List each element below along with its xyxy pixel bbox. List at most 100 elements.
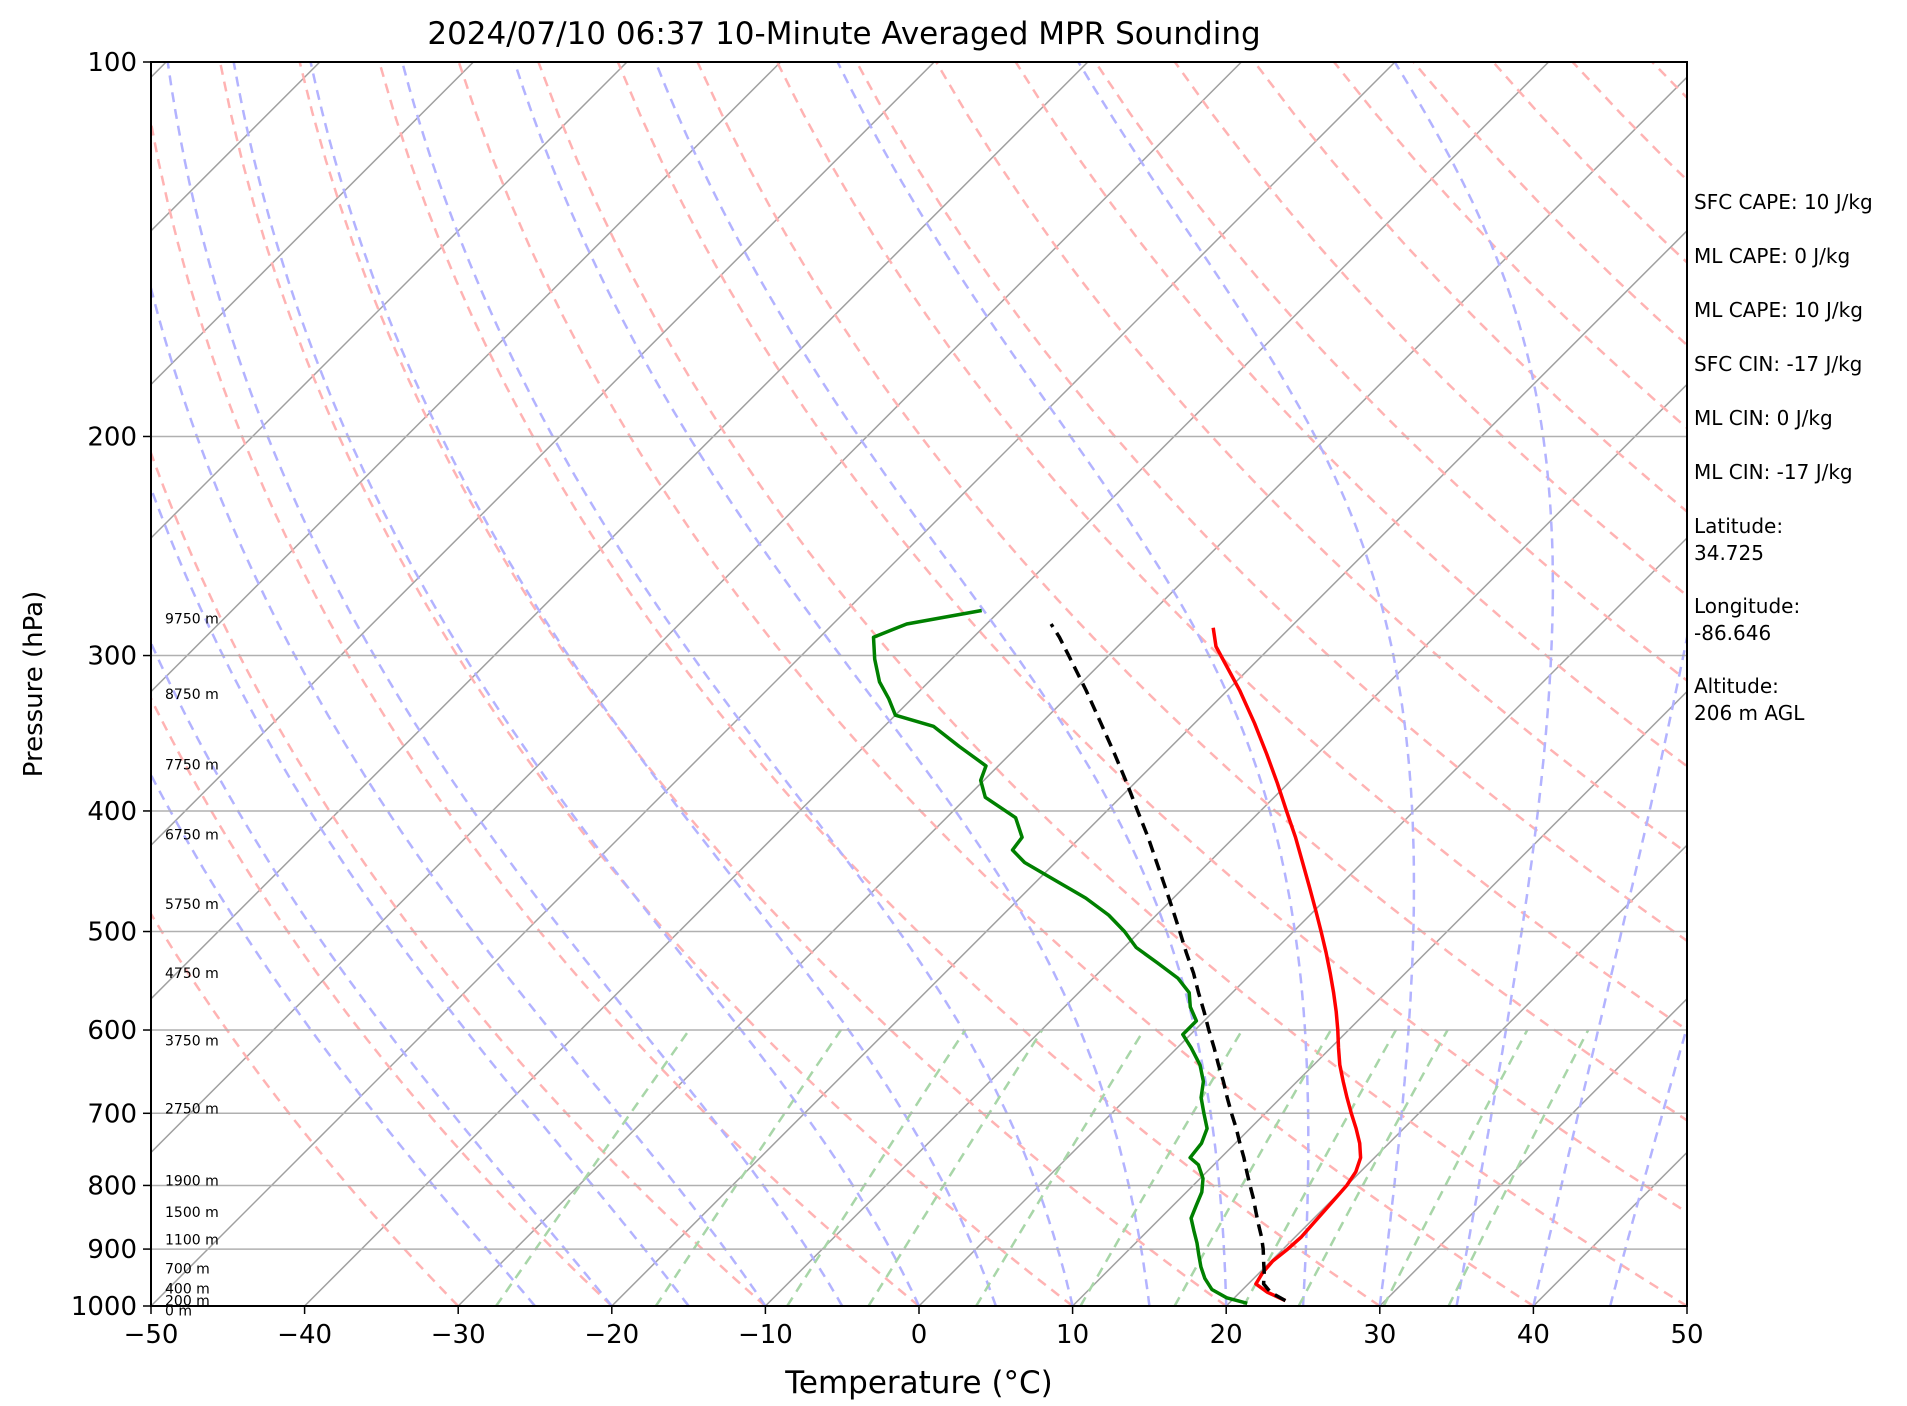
moist-adiabat-line bbox=[513, 62, 1151, 1306]
mixing-ratio-line bbox=[1447, 1029, 1590, 1306]
height-label: 2750 m bbox=[165, 1102, 219, 1118]
height-label: 1500 m bbox=[165, 1205, 219, 1221]
moist-adiabat-line bbox=[1077, 62, 1416, 1306]
mixing-ratio-line bbox=[495, 1029, 691, 1306]
height-label: 400 m bbox=[165, 1281, 210, 1297]
isotherm-line bbox=[764, 383, 1687, 1306]
height-label: 5750 m bbox=[165, 897, 219, 913]
dry-adiabat-line bbox=[218, 62, 1074, 1306]
moist-adiabat-line bbox=[1608, 1022, 1687, 1306]
mixing-ratio-line bbox=[654, 1029, 842, 1306]
x-tick-label: −50 bbox=[124, 1320, 179, 1350]
height-label: 1900 m bbox=[165, 1174, 219, 1190]
dry-adiabat-line bbox=[775, 62, 1687, 1032]
isotherm-line bbox=[1379, 997, 1687, 1306]
moist-adiabat-line bbox=[309, 62, 997, 1306]
profile-line-0 bbox=[1211, 627, 1363, 1303]
isotherm-line bbox=[151, 62, 782, 693]
height-labels: 9750 m 8750 m 7750 m 6750 m 5750 m 4750 m 3750… bbox=[165, 611, 219, 1319]
x-tick-label: 10 bbox=[1056, 1320, 1089, 1350]
moist-adiabat-line bbox=[151, 283, 767, 1306]
stat-ml-cin-1: ML CIN: 0 J/kg bbox=[1694, 406, 1833, 430]
height-label: 0 m bbox=[165, 1303, 192, 1319]
isotherm-line bbox=[304, 62, 1550, 1306]
x-axis-label: Temperature (°C) bbox=[784, 1365, 1053, 1401]
y-axis-label: Pressure (hPa) bbox=[19, 591, 49, 778]
dry-adiabat-line bbox=[616, 62, 1687, 1214]
moist-adiabat-line bbox=[1393, 62, 1555, 1306]
x-axis-ticks: −50 −40 −30 −20 −10 0 10 20 30 40 50 bbox=[124, 1306, 1704, 1350]
sounding-profiles bbox=[871, 608, 1363, 1305]
stat-latitude: Latitude: 34.725 bbox=[1694, 514, 1784, 565]
stat-sfc-cin: SFC CIN: -17 J/kg bbox=[1694, 352, 1863, 376]
height-label: 7750 m bbox=[165, 757, 219, 773]
moist-adiabat-line bbox=[151, 484, 690, 1306]
x-tick-label: −10 bbox=[738, 1320, 793, 1350]
isotherm-line bbox=[151, 62, 1396, 1306]
moist-adiabat-line bbox=[836, 62, 1310, 1306]
y-tick-label: 800 bbox=[87, 1171, 137, 1201]
y-tick-label: 600 bbox=[87, 1016, 137, 1046]
x-tick-label: 30 bbox=[1363, 1320, 1396, 1350]
stat-altitude: Altitude: 206 m AGL bbox=[1694, 674, 1805, 725]
y-tick-label: 1000 bbox=[71, 1292, 137, 1322]
background-lines bbox=[0, 62, 1687, 1306]
height-label: 700 m bbox=[165, 1262, 210, 1278]
dry-adiabat-line bbox=[855, 62, 1687, 943]
isotherm-line bbox=[918, 536, 1687, 1306]
height-label: 4750 m bbox=[165, 966, 219, 982]
moist-adiabat-line bbox=[654, 62, 1228, 1306]
isotherm-line bbox=[611, 229, 1687, 1306]
mixing-ratio-line bbox=[975, 1029, 1145, 1306]
dry-adiabat-line bbox=[151, 911, 460, 1306]
mixing-ratio-line bbox=[1382, 1029, 1529, 1306]
isotherm-line bbox=[1072, 690, 1687, 1306]
moist-adiabat-line bbox=[1532, 631, 1687, 1306]
moist-adiabat-line bbox=[232, 62, 921, 1306]
dry-adiabat-line bbox=[696, 62, 1687, 1122]
height-label: 200 m bbox=[165, 1294, 210, 1310]
x-tick-label: 20 bbox=[1210, 1320, 1243, 1350]
isotherm-line bbox=[151, 62, 628, 540]
y-tick-label: 500 bbox=[87, 918, 137, 948]
isotherm-line bbox=[1225, 844, 1687, 1306]
x-tick-label: −30 bbox=[431, 1320, 486, 1350]
dry-adiabat-line bbox=[1173, 62, 1687, 598]
moist-adiabat-line bbox=[166, 62, 844, 1306]
height-label: 8750 m bbox=[165, 687, 219, 703]
x-tick-label: 50 bbox=[1670, 1320, 1703, 1350]
profile-line-1 bbox=[1049, 623, 1287, 1303]
y-axis-ticks: 100 200 300 400 500 600 700 800 900 1000 bbox=[71, 48, 151, 1322]
height-label: 9750 m bbox=[165, 611, 219, 627]
y-tick-label: 900 bbox=[87, 1235, 137, 1265]
chart-title: 2024/07/10 06:37 10-Minute Averaged MPR … bbox=[427, 16, 1260, 52]
dry-adiabat-line bbox=[1014, 62, 1687, 768]
profile-line-2 bbox=[871, 608, 1248, 1305]
dry-adiabat-line bbox=[151, 695, 613, 1306]
pressure-grid bbox=[151, 61, 1687, 1307]
stat-ml-cin-2: ML CIN: -17 J/kg bbox=[1694, 460, 1853, 484]
isotherm-line bbox=[151, 62, 1089, 1000]
isotherm-line bbox=[151, 62, 1242, 1154]
stat-ml-cape-2: ML CAPE: 10 J/kg bbox=[1694, 298, 1863, 322]
y-tick-label: 400 bbox=[87, 797, 137, 827]
height-label: 6750 m bbox=[165, 828, 219, 844]
y-tick-label: 700 bbox=[87, 1099, 137, 1129]
isotherm-line bbox=[151, 62, 935, 847]
moist-adiabat-line bbox=[151, 639, 613, 1306]
isotherm-line bbox=[0, 62, 13, 1306]
isotherm-line bbox=[151, 62, 474, 386]
x-tick-label: −20 bbox=[584, 1320, 639, 1350]
isotherm-line bbox=[457, 76, 1687, 1306]
stat-longitude: Longitude: -86.646 bbox=[1694, 594, 1801, 645]
dry-adiabat-line bbox=[457, 62, 1535, 1306]
stat-sfc-cape: SFC CAPE: 10 J/kg bbox=[1694, 190, 1873, 214]
y-tick-label: 200 bbox=[87, 422, 137, 452]
moist-adiabat-line bbox=[151, 772, 536, 1306]
dry-adiabat-line bbox=[298, 62, 1227, 1306]
height-label: 1100 m bbox=[165, 1232, 219, 1248]
x-tick-label: −40 bbox=[277, 1320, 332, 1350]
height-label: 3750 m bbox=[165, 1034, 219, 1050]
mixing-ratio-line bbox=[867, 1029, 1044, 1306]
